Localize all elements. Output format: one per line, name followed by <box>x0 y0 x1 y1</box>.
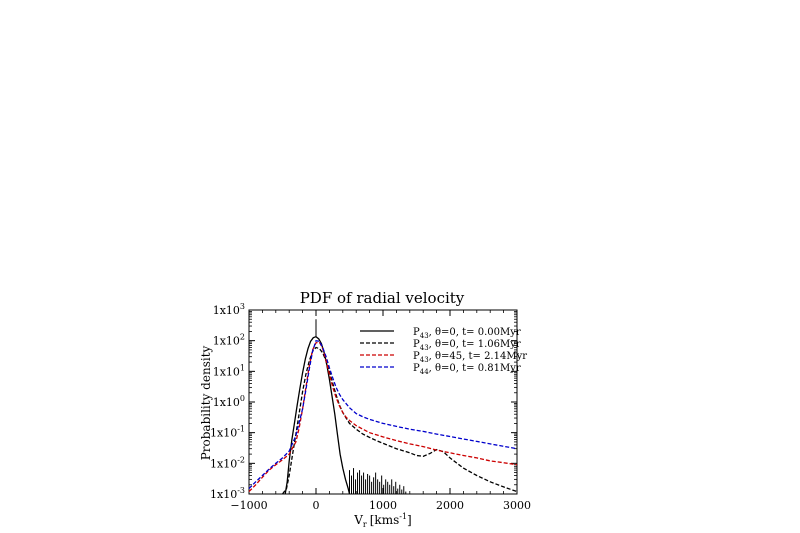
series-line <box>248 341 518 493</box>
x-axis-label: Vr [kms-1] <box>353 512 411 529</box>
x-axis-label-unit-close: ] <box>407 513 412 527</box>
x-axis-ticks: −1000 0 1000 2000 3000 <box>230 310 531 512</box>
x-tick-label: 3000 <box>503 499 531 512</box>
x-axis-label-subscript: r <box>363 520 367 529</box>
legend-label: P43, θ=45, t= 2.14Myr <box>413 351 527 364</box>
legend-item: P43, θ=45, t= 2.14Myr <box>360 351 527 364</box>
legend-label: P43, θ=0, t= 0.00Myr <box>413 327 521 340</box>
y-axis-ticks: 1x10-3 1x10-2 1x10-1 1x100 1x101 1x102 1x103 <box>210 302 517 501</box>
series-layer <box>248 319 518 495</box>
y-tick-label: 1x103 <box>213 302 245 317</box>
x-tick-label: −1000 <box>230 499 267 512</box>
chart-title: PDF of radial velocity <box>300 289 465 307</box>
series-line <box>248 339 518 490</box>
y-tick-label: 1x100 <box>213 394 245 409</box>
x-tick-label: 1000 <box>369 499 397 512</box>
x-tick-label: 0 <box>313 499 320 512</box>
legend-item: P44, θ=0, t= 0.81Myr <box>360 363 521 376</box>
x-axis-label-main: V <box>353 513 363 527</box>
series-line <box>284 335 351 495</box>
y-tick-label: 1x10-2 <box>210 455 245 470</box>
y-axis-label: Probability density <box>199 345 213 460</box>
series-4 <box>248 339 518 490</box>
legend-label: P43, θ=0, t= 1.06Myr <box>413 339 521 352</box>
x-axis-label-unit: [kms <box>370 513 400 527</box>
y-tick-label: 1x102 <box>213 333 245 348</box>
y-tick-label: 1x10-1 <box>210 425 245 440</box>
y-tick-label: 1x101 <box>213 363 245 378</box>
x-tick-label: 2000 <box>436 499 464 512</box>
series-3 <box>248 341 518 493</box>
legend-item: P43, θ=0, t= 0.00Myr <box>360 327 521 340</box>
legend-label: P44, θ=0, t= 0.81Myr <box>413 363 521 376</box>
series-1 <box>284 319 407 495</box>
legend-item: P43, θ=0, t= 1.06Myr <box>360 339 521 352</box>
y-tick-label: 1x10-3 <box>210 486 245 501</box>
x-axis-label-unit-exponent: -1 <box>399 512 407 521</box>
